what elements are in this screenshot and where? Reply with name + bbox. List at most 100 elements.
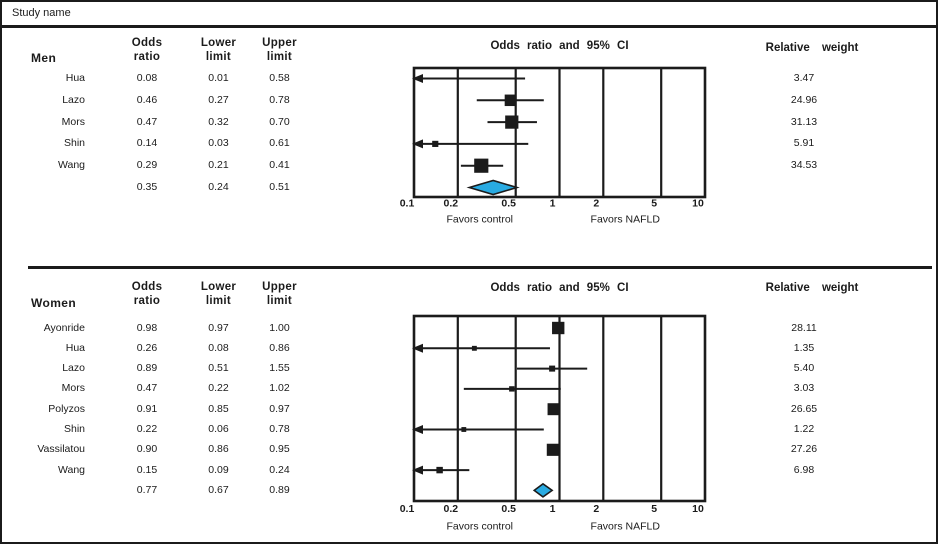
upper-limit-value: 0.78 [269,423,290,435]
summary-row: 0.35 0.24 0.51 [2,181,936,194]
upper-limit-value: 0.61 [269,137,290,150]
relative-weight-value: 3.03 [793,382,815,395]
column-header-line: limit [205,51,232,63]
study-row: Polyzos 0.91 0.85 0.97 26.65 [2,403,936,416]
study-row: Shin 0.22 0.06 0.78 1.22 [2,423,936,436]
lower-limit-value: 0.01 [208,72,229,84]
column-header-line: Odds [131,281,163,293]
odds-ratio-value: 0.29 [136,159,158,172]
odds-ratio-value: 0.46 [136,93,158,106]
relative-weight-value: 1.35 [793,341,815,354]
column-header-line: ratio [133,51,161,63]
lower-limit-value: 0.03 [208,137,229,150]
study-name-label: Study name [12,7,71,19]
axis-tick-label: 5 [651,503,657,515]
group-label-men: Men [31,51,57,65]
axis-tick-label: 0.5 [501,198,516,210]
column-header-relative-weight: Relative weight [765,282,859,294]
study-name: Shin [63,423,85,435]
upper-limit-value: 0.70 [269,115,290,128]
column-header-upper-limit: Upper limit [248,36,311,64]
column-header-line: limit [205,295,232,307]
study-name: Wang [57,159,85,172]
relative-weight-value: 1.22 [793,423,815,435]
plot-title: Odds ratio and 95% CI [490,40,629,52]
lower-limit-value: 0.51 [208,362,229,375]
lower-limit-value: 0.08 [208,341,229,354]
study-name: Vassilatou [37,443,85,456]
study-row: Mors 0.47 0.32 0.70 31.13 [2,116,936,129]
plot-title: Odds ratio and 95% CI [490,282,629,294]
lower-limit-value: 0.09 [208,463,229,476]
lower-limit-value: 0.22 [208,382,229,395]
study-name: Lazo [62,362,85,375]
odds-ratio-value: 0.90 [136,443,158,456]
study-row: Lazo 0.89 0.51 1.55 5.40 [2,362,936,375]
study-row: Ayonride 0.98 0.97 1.00 28.11 [2,322,936,335]
upper-limit-value: 0.95 [269,443,290,456]
study-name: Mors [61,115,85,128]
axis-tick-label: 1 [550,503,556,515]
odds-ratio-value: 0.89 [136,362,158,375]
relative-weight-value: 5.40 [793,362,815,375]
column-header-odds-ratio: Odds ratio [115,36,179,64]
study-name: Shin [63,137,85,150]
favors-right-label: Favors NAFLD [591,214,661,226]
odds-ratio-value: 0.47 [136,382,158,395]
lower-limit-value: 0.97 [208,321,229,334]
relative-weight-value: 26.65 [790,402,818,415]
odds-ratio-value: 0.47 [136,115,158,128]
column-header-line: limit [266,295,293,307]
study-name-header-bar: Study name [2,2,936,28]
relative-weight-value: 24.96 [790,93,818,106]
odds-ratio-value: 0.98 [136,321,158,334]
relative-weight-value: 34.53 [790,159,818,172]
lower-limit-value: 0.06 [208,423,229,435]
study-name: Polyzos [48,402,85,415]
odds-ratio-value: 0.91 [136,402,158,415]
column-header-upper-limit: Upper limit [248,280,311,308]
relative-weight-value: 27.26 [790,443,818,456]
odds-ratio-value: 0.08 [136,72,158,84]
study-row: Shin 0.14 0.03 0.61 5.91 [2,137,936,150]
relative-weight-value: 5.91 [793,137,815,150]
panel-separator-line [28,266,932,269]
study-row: Hua 0.08 0.01 0.58 3.47 [2,72,936,85]
column-header-line: ratio [133,295,161,307]
axis-tick-label: 5 [651,198,657,210]
study-name: Wang [57,463,85,476]
summary-lower-limit-value: 0.24 [208,181,229,193]
study-row: Lazo 0.46 0.27 0.78 24.96 [2,94,936,107]
column-header-line: Lower [200,281,237,293]
summary-upper-limit-value: 0.51 [269,181,290,193]
relative-weight-value: 6.98 [793,463,815,476]
lower-limit-value: 0.85 [208,402,229,415]
summary-upper-limit-value: 0.89 [269,483,290,496]
favors-right-label: Favors NAFLD [591,521,661,533]
upper-limit-value: 0.58 [269,72,290,84]
axis-tick-label: 2 [593,503,599,515]
relative-weight-value: 28.11 [791,321,817,334]
summary-row: 0.77 0.67 0.89 [2,484,936,497]
upper-limit-value: 1.02 [269,382,290,395]
column-header-relative-weight: Relative weight [765,42,859,54]
lower-limit-value: 0.32 [208,115,229,128]
lower-limit-value: 0.86 [208,443,229,456]
column-header-line: Upper [262,37,297,49]
favors-left-label: Favors control [446,214,513,226]
upper-limit-value: 1.55 [269,362,290,375]
axis-tick-label: 0.5 [501,503,516,515]
lower-limit-value: 0.21 [208,159,229,172]
axis-tick-label: 0.1 [400,503,415,515]
panel-women: Women Odds ratio Lower limit Upper limit… [2,267,936,542]
axis-tick-label: 10 [692,198,704,210]
axis-tick-label: 0.2 [443,503,458,515]
summary-lower-limit-value: 0.67 [208,483,229,496]
odds-ratio-value: 0.15 [136,463,158,476]
study-name: Mors [61,382,85,395]
study-name: Lazo [62,93,85,106]
relative-weight-value: 31.13 [790,115,818,128]
panel-men: Men Odds ratio Lower limit Upper limit O… [2,26,936,267]
study-name: Ayonride [43,321,85,334]
